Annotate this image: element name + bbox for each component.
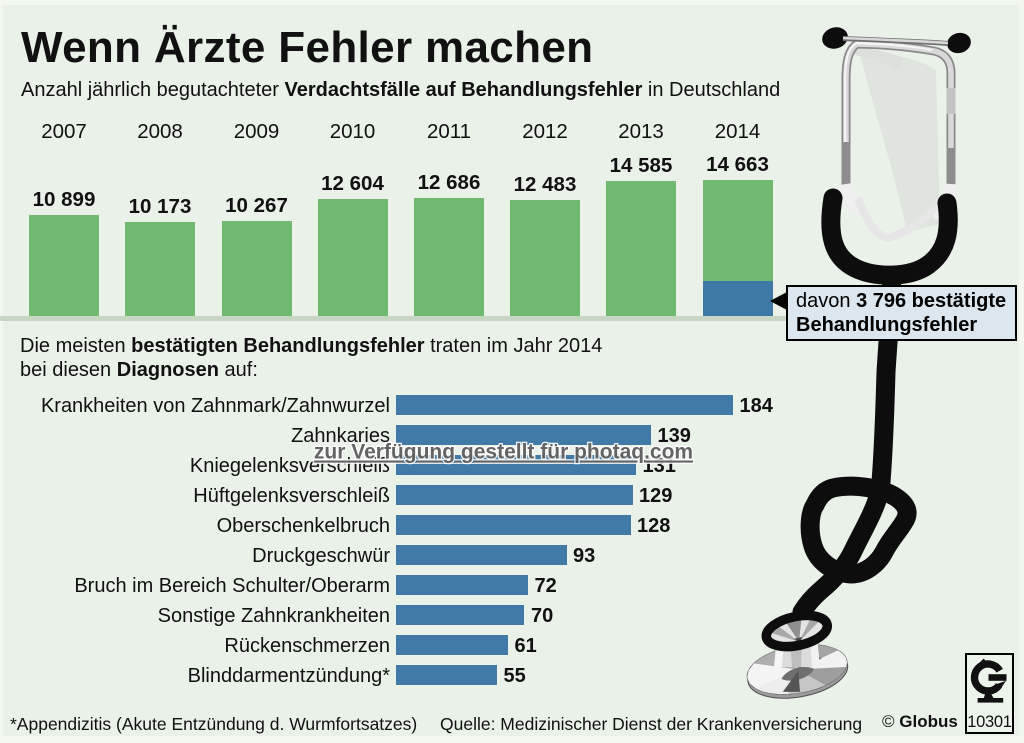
svg-text:zur Verfügung gestellt für pho: zur Verfügung gestellt für photaq.com — [314, 441, 693, 464]
